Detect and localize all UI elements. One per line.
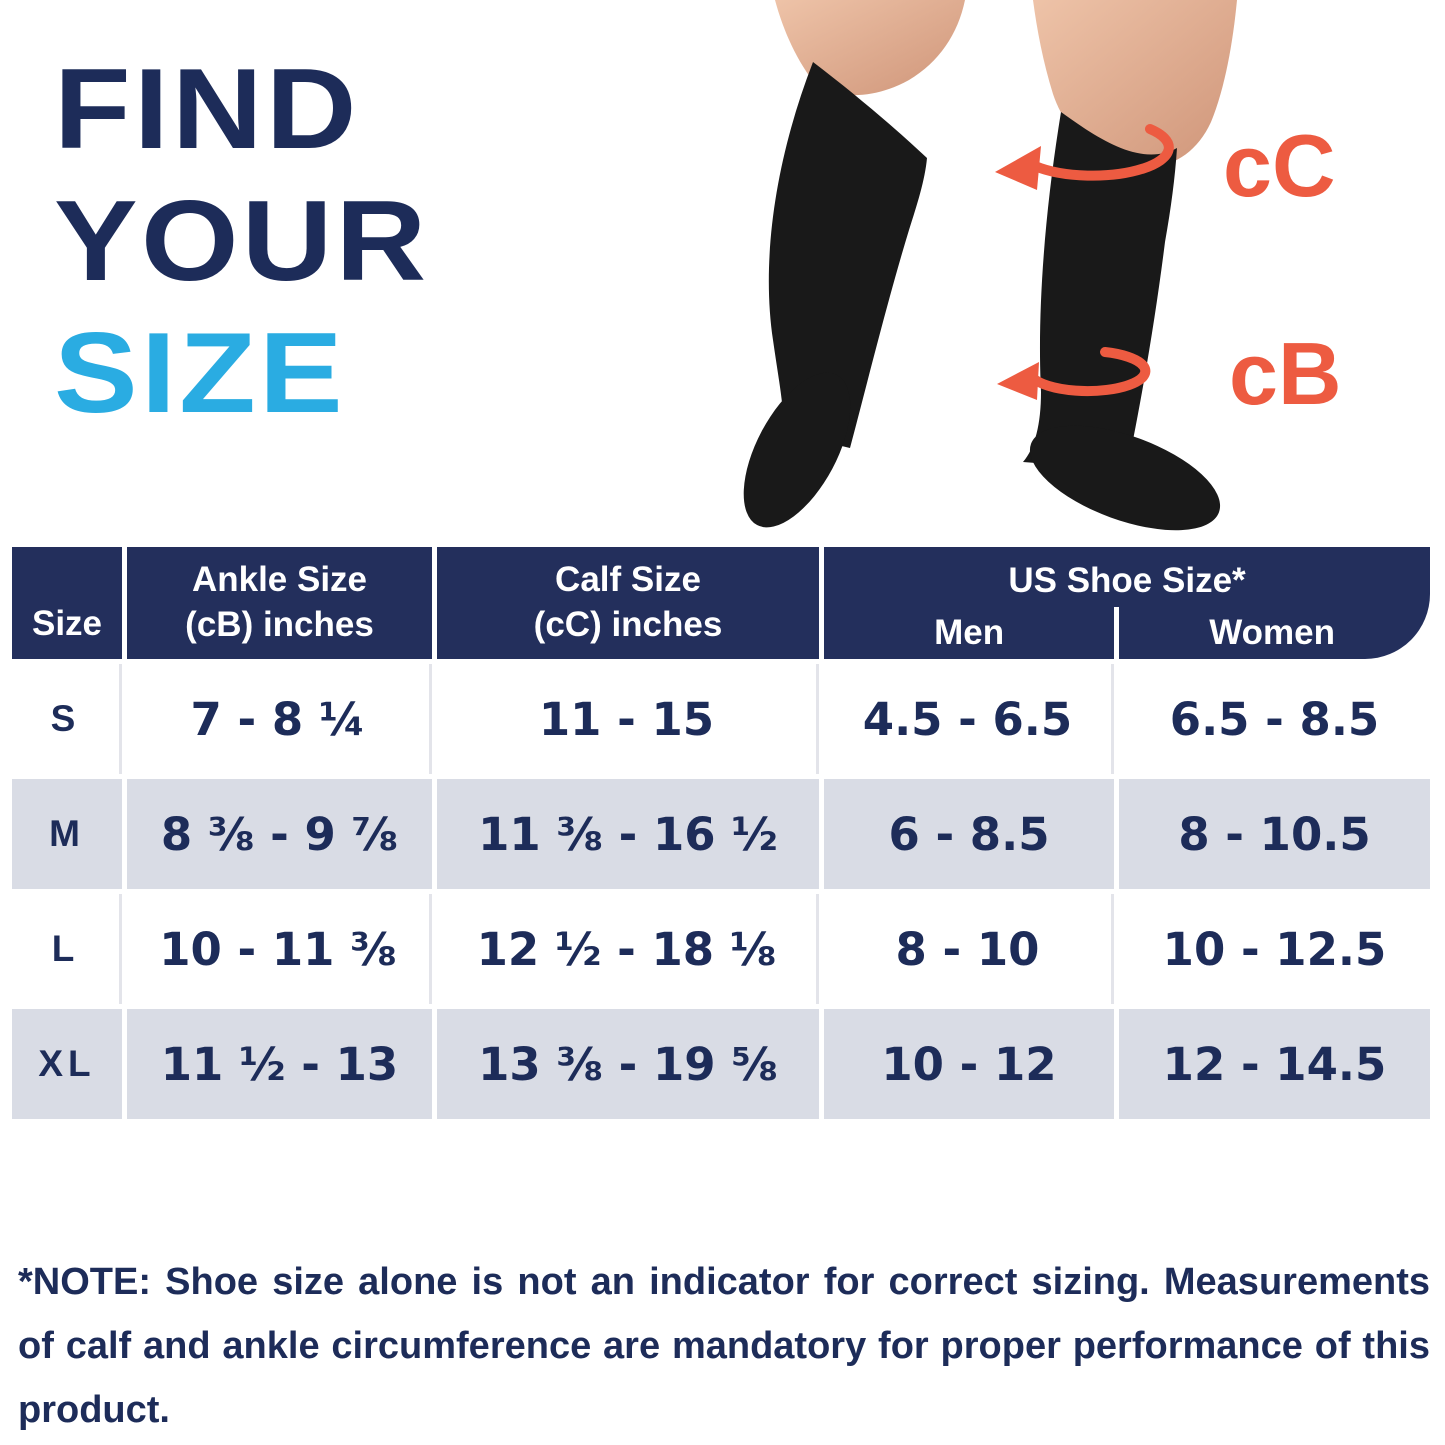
table-row-xl: XL 11 ½ - 13 13 ⅜ - 19 ⅝ 10 - 12 12 - 14… (12, 1009, 1431, 1119)
header-us-shoe-title: US Shoe Size* (1008, 561, 1246, 600)
front-leg-skin (775, 0, 965, 96)
header-women: Women (1209, 612, 1336, 652)
cell-m-women: 8 - 10.5 (1119, 779, 1431, 889)
table-header-row: Size Ankle Size (cB) inches Calf Size (c… (12, 547, 1431, 659)
back-foot (1029, 425, 1221, 531)
size-chart-table: Size Ankle Size (cB) inches Calf Size (c… (7, 542, 1435, 1124)
header-calf-size: Calf Size (cC) inches (437, 547, 819, 659)
cell-s-size: S (12, 664, 122, 774)
cell-s-ankle: 7 - 8 ¼ (127, 664, 432, 774)
table-row-l: L 10 - 11 ⅜ 12 ½ - 18 ⅛ 8 - 10 10 - 12.5 (12, 894, 1431, 1004)
cell-s-men: 4.5 - 6.5 (824, 664, 1114, 774)
page-title: FIND YOUR SIZE (54, 44, 430, 440)
header-us-shoe-size: US Shoe Size* Men Women (824, 547, 1431, 659)
front-foot (743, 372, 851, 528)
legs-photo: cC cB (743, 0, 1342, 531)
table-row-m: M 8 ⅜ - 9 ⅞ 11 ⅜ - 16 ½ 6 - 8.5 8 - 10.5 (12, 779, 1431, 889)
header-men: Men (934, 612, 1005, 652)
header-calf-line1: Calf Size (555, 560, 701, 600)
header-us-shoe-subrow: Men Women (824, 611, 1430, 656)
cell-l-ankle: 10 - 11 ⅜ (127, 894, 432, 1004)
cell-l-calf: 12 ½ - 18 ⅛ (437, 894, 819, 1004)
cell-xl-calf: 13 ⅜ - 19 ⅝ (437, 1009, 819, 1119)
title-line-find: FIND (54, 46, 360, 173)
front-sock (768, 62, 927, 448)
calf-label: cC (1223, 116, 1336, 215)
cell-l-women: 10 - 12.5 (1119, 894, 1431, 1004)
cell-l-size: L (12, 894, 122, 1004)
back-leg-skin (1033, 0, 1237, 168)
cell-xl-men: 10 - 12 (824, 1009, 1114, 1119)
cell-m-calf: 11 ⅜ - 16 ½ (437, 779, 819, 889)
cell-xl-women: 12 - 14.5 (1119, 1009, 1431, 1119)
ankle-label: cB (1229, 324, 1342, 423)
cell-s-women: 6.5 - 8.5 (1119, 664, 1431, 774)
header-ankle-line1: Ankle Size (191, 560, 368, 600)
header-calf-line2: (cC) inches (533, 605, 723, 644)
cell-l-men: 8 - 10 (824, 894, 1114, 1004)
header-ankle-line2: (cB) inches (185, 605, 374, 644)
calf-measure-arrow-icon (995, 124, 1174, 190)
cell-s-calf: 11 - 15 (437, 664, 819, 774)
title-line-your: YOUR (54, 178, 430, 305)
cell-m-ankle: 8 ⅜ - 9 ⅞ (127, 779, 432, 889)
cell-m-men: 6 - 8.5 (824, 779, 1114, 889)
footnote: *NOTE: Shoe size alone is not an indicat… (18, 1261, 1430, 1431)
ankle-measure-arrow-icon (997, 347, 1151, 400)
title-line-size: SIZE (54, 310, 346, 437)
cell-xl-size: XL (12, 1009, 122, 1119)
header-ankle-size: Ankle Size (cB) inches (127, 547, 432, 659)
header-size: Size (12, 547, 122, 659)
cell-m-size: M (12, 779, 122, 889)
cell-xl-ankle: 11 ½ - 13 (127, 1009, 432, 1119)
table-row-s: S 7 - 8 ¼ 11 - 15 4.5 - 6.5 6.5 - 8.5 (12, 664, 1431, 774)
